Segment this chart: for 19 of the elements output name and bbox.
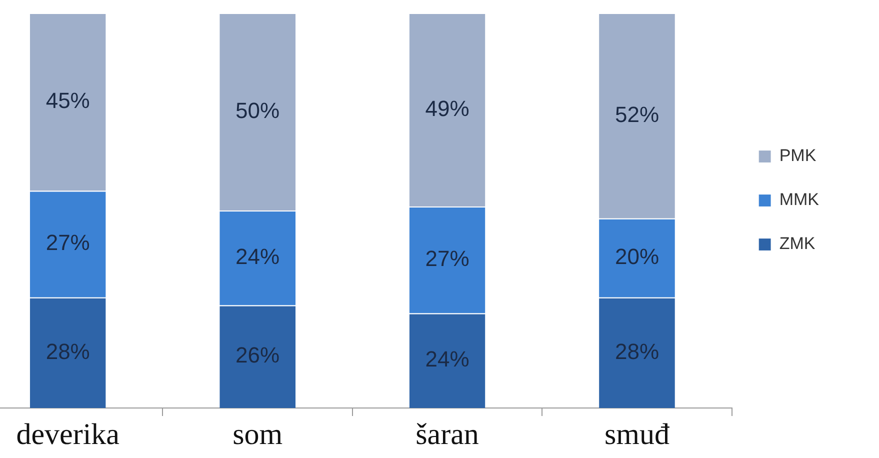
legend-label: MMK	[779, 190, 820, 210]
data-label: 27%	[46, 230, 90, 256]
data-label: 26%	[236, 342, 280, 368]
data-label: 27%	[425, 246, 470, 271]
data-label: 50%	[236, 98, 280, 123]
data-label: 52%	[614, 102, 660, 127]
data-label: 24%	[236, 244, 280, 269]
x-tick-label: smuđ	[604, 418, 670, 451]
data-label: 28%	[46, 338, 90, 364]
legend-label: ZMK	[779, 234, 816, 254]
data-label: 20%	[614, 244, 660, 269]
data-label: 45%	[46, 88, 90, 113]
data-label: 28%	[614, 338, 660, 364]
data-label: 49%	[425, 96, 470, 121]
x-tick-label: šaran	[416, 418, 479, 451]
x-tick-label: deverika	[16, 418, 120, 451]
legend-label: PMK	[779, 146, 817, 166]
x-tick-label: som	[232, 418, 283, 451]
data-label: 24%	[425, 346, 470, 372]
